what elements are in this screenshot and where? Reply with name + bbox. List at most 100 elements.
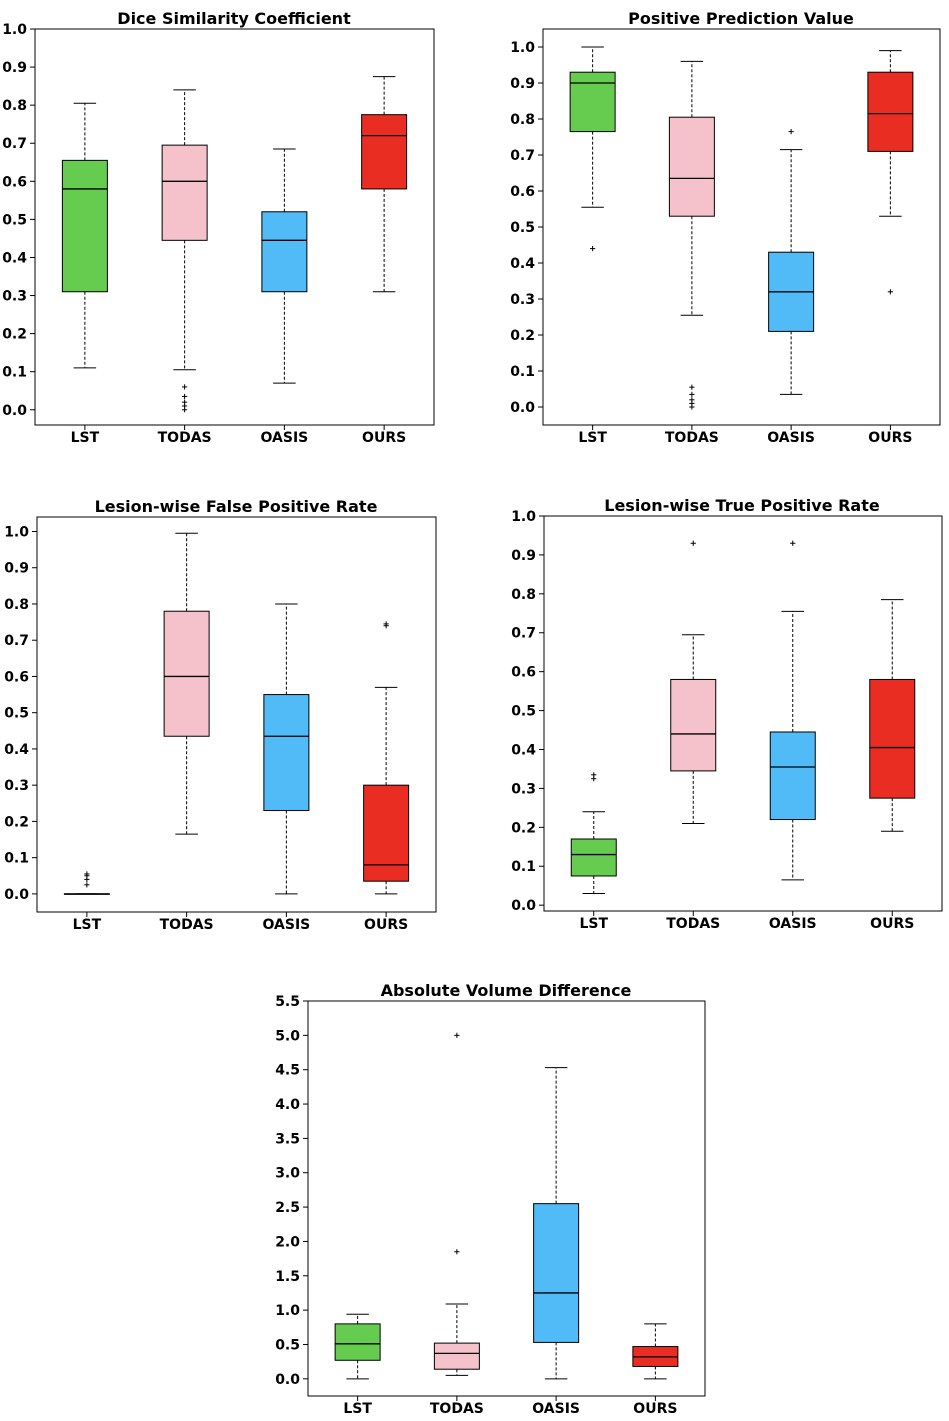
y-tick-label: 0.9 (510, 76, 535, 92)
y-tick-label: 0.9 (4, 561, 29, 577)
chart-absolute-volume-difference: Absolute Volume Difference 0.0 0.5 1.0 1.5 2… (275, 981, 706, 1417)
chart-title: Absolute Volume Difference (381, 981, 632, 1000)
iqr-box (533, 1203, 580, 1343)
x-tick-label: OURS (633, 1401, 677, 1417)
axes-frame (34, 28, 435, 426)
y-tick-label: 0.0 (275, 1372, 300, 1388)
chart-title: Dice Similarity Coefficient (117, 9, 351, 28)
y-tick-label: 0.7 (511, 626, 536, 642)
y-tick-label: 0.2 (2, 327, 27, 343)
x-tick-label: OASIS (767, 430, 815, 446)
y-tick-label: 0.8 (4, 597, 29, 613)
y-tick-label: 1.0 (275, 1303, 300, 1319)
chart-title: Positive Prediction Value (628, 9, 854, 28)
y-tick-label: 0.5 (275, 1337, 300, 1353)
outlier-marker (383, 621, 389, 627)
iqr-box (433, 1342, 480, 1370)
y-tick-label: 1.5 (275, 1269, 300, 1285)
y-tick-label: 0.4 (511, 742, 536, 758)
y-tick-label: 0.0 (4, 887, 29, 903)
box-oasis (768, 129, 815, 395)
y-tick-label: 4.5 (275, 1063, 300, 1079)
axes-frame (543, 515, 943, 912)
iqr-box (334, 1323, 381, 1361)
outlier-marker (689, 397, 695, 403)
box-todas (433, 1032, 480, 1376)
y-tick-label: 0.9 (511, 548, 536, 564)
x-tick-label: OASIS (263, 917, 311, 933)
y-tick-label: 0.5 (511, 704, 536, 720)
box-lst (569, 46, 616, 252)
box-todas (668, 60, 715, 410)
chart-dice-similarity: Dice Similarity Coefficient 0.0 0.1 0.2 0.3… (2, 9, 435, 446)
y-tick-label: 0.1 (511, 859, 536, 875)
box-ours (632, 1323, 679, 1380)
x-tick-label: LST (73, 917, 102, 933)
box-todas (161, 89, 208, 413)
outlier-marker (887, 289, 893, 295)
y-tick-label: 0.6 (510, 184, 535, 200)
y-tick-label: 0.6 (511, 665, 536, 681)
x-tick-label: TODAS (160, 917, 214, 933)
outlier-marker (454, 1249, 460, 1255)
x-tick-label: OURS (868, 430, 912, 446)
y-tick-label: 4.0 (275, 1097, 300, 1113)
y-tick-label: 0.0 (511, 898, 536, 914)
y-tick-label: 0.9 (2, 60, 27, 76)
outlier-marker (590, 246, 596, 252)
box-ours (361, 76, 408, 293)
x-tick-label: OASIS (769, 916, 817, 932)
iqr-box (769, 731, 816, 821)
y-tick-label: 0.1 (4, 851, 29, 867)
y-tick-label: 0.1 (510, 364, 535, 380)
iqr-box (361, 114, 408, 190)
y-tick-label: 0.3 (4, 778, 29, 794)
y-tick-label: 0.2 (510, 328, 535, 344)
box-todas (670, 540, 717, 824)
y-tick-label: 0.8 (2, 98, 27, 114)
y-tick-label: 0.0 (510, 400, 535, 416)
x-tick-label: LST (71, 430, 100, 446)
outlier-marker (689, 384, 695, 390)
chart-plot-area: 0.0 0.1 0.2 0.3 0.4 0.5 0.6 0.7 0.8 0.9 1.0 LST TODA… (511, 509, 943, 932)
x-tick-label: OASIS (532, 1401, 580, 1417)
x-tick-label: TODAS (158, 430, 212, 446)
chart-title: Lesion-wise False Positive Rate (95, 497, 378, 516)
iqr-box (869, 678, 916, 799)
y-tick-label: 3.5 (275, 1131, 300, 1147)
y-tick-label: 0.7 (510, 148, 535, 164)
x-tick-label: TODAS (430, 1401, 484, 1417)
y-tick-label: 1.0 (4, 524, 29, 540)
chart-plot-area: 0.0 0.1 0.2 0.3 0.4 0.5 0.6 0.7 0.8 0.9 1.0 LST TODA… (2, 22, 435, 446)
box-oasis (261, 148, 308, 384)
y-tick-label: 0.3 (2, 289, 27, 305)
y-tick-label: 0.5 (4, 706, 29, 722)
y-tick-label: 0.6 (4, 669, 29, 685)
chart-false-positive-rate: Lesion-wise False Positive Rate 0.0 0.1 0.… (4, 497, 437, 933)
chart-title: Lesion-wise True Positive Rate (604, 496, 880, 515)
box-ours (869, 599, 916, 832)
iqr-box (569, 71, 616, 133)
y-tick-label: 1.0 (510, 40, 535, 56)
x-tick-label: OURS (364, 917, 408, 933)
y-tick-label: 0.8 (511, 587, 536, 603)
y-tick-label: 2.5 (275, 1200, 300, 1216)
box-lst (63, 871, 110, 895)
y-tick-label: 0.0 (2, 403, 27, 419)
y-tick-label: 0.6 (2, 174, 27, 190)
x-tick-label: LST (578, 430, 607, 446)
y-tick-label: 0.2 (511, 820, 536, 836)
iqr-box (363, 784, 410, 882)
y-tick-label: 0.1 (2, 365, 27, 381)
iqr-box (261, 211, 308, 293)
chart-plot-area: 0.0 0.5 1.0 1.5 2.0 2.5 3.0 3.5 4.0 4.5 5.0 5.5 LST T… (275, 994, 706, 1417)
axes-frame (307, 1000, 706, 1397)
chart-positive-prediction: Positive Prediction Value 0.00.10.20.30.… (510, 9, 941, 446)
chart-plot-area: 0.0 0.1 0.2 0.3 0.4 0.5 0.6 0.7 0.8 0.9 1.0 LST TODA… (4, 516, 437, 933)
x-tick-label: TODAS (665, 430, 719, 446)
outlier-marker (790, 540, 796, 546)
outlier-marker (788, 129, 794, 135)
outlier-marker (84, 882, 90, 888)
box-lst (61, 102, 108, 369)
